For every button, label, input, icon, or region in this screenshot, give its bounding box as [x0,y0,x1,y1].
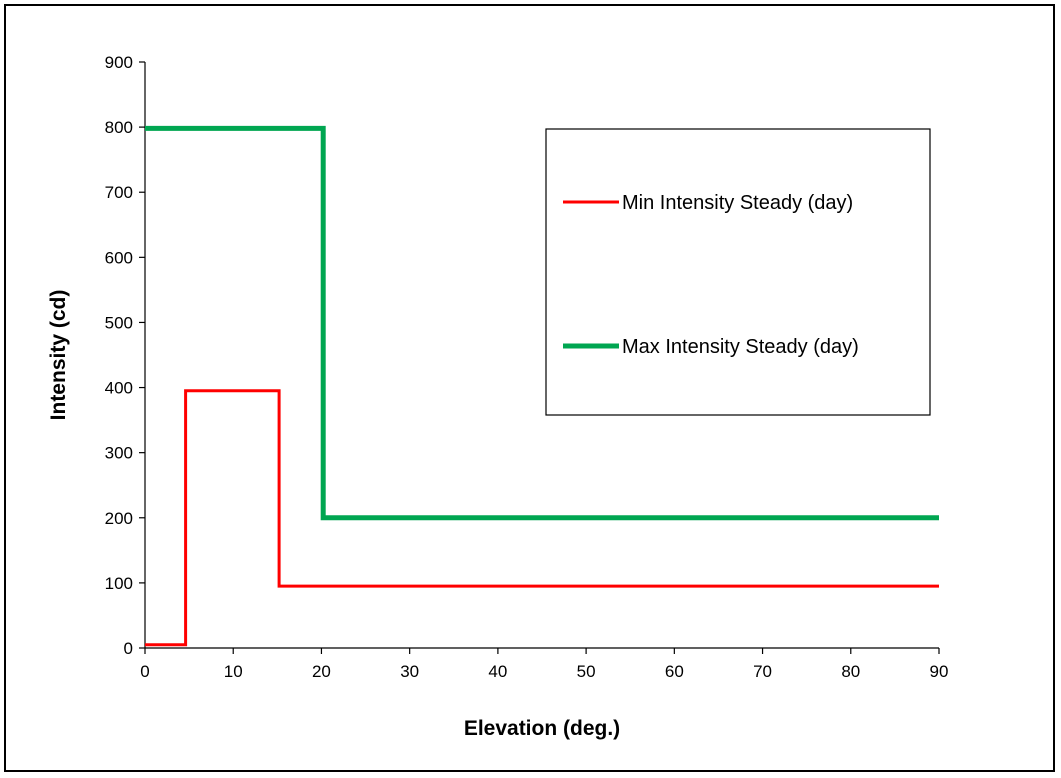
x-tick-label: 80 [841,662,860,681]
y-tick-label: 300 [105,444,133,463]
y-axis-title: Intensity (cd) [47,290,70,421]
series-line-min [145,389,939,647]
y-tick-label: 100 [105,574,133,593]
x-tick-label: 20 [312,662,331,681]
y-tick-label: 200 [105,509,133,528]
y-tick-label: 0 [124,639,133,658]
legend-label-max: Max Intensity Steady (day) [622,336,859,358]
x-tick-label: 40 [488,662,507,681]
axes [139,61,940,654]
x-tick-label: 0 [140,662,149,681]
x-axis-title: Elevation (deg.) [464,717,620,740]
x-tick-label: 90 [930,662,949,681]
y-tick-label: 400 [105,379,133,398]
y-tick-label: 900 [105,53,133,72]
legend-box [545,128,931,416]
tick-labels: 0 100 200 300 400 500 600 700 800 900 0 10 20 30 40 50 6… [105,53,949,681]
y-tick-label: 600 [105,248,133,267]
y-tick-label: 800 [105,118,133,137]
x-tick-label: 10 [224,662,243,681]
legend-label-min: Min Intensity Steady (day) [622,192,853,214]
legend: Min Intensity Steady (day) Max Intensity… [545,128,931,416]
x-tick-label: 30 [400,662,419,681]
x-tick-label: 60 [665,662,684,681]
y-tick-label: 700 [105,183,133,202]
y-tick-label: 500 [105,313,133,332]
x-tick-label: 70 [753,662,772,681]
series-line-max [145,125,939,521]
series-lines [145,125,939,647]
x-tick-label: 50 [577,662,596,681]
